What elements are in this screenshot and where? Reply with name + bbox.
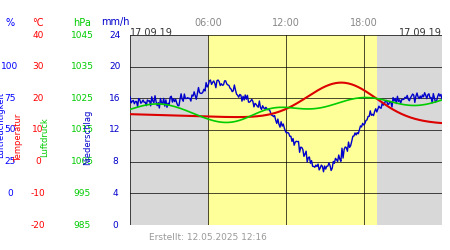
Text: 17.09.19: 17.09.19 — [130, 28, 173, 38]
Text: 1025: 1025 — [71, 94, 94, 103]
Text: 4: 4 — [112, 189, 118, 198]
Text: 0: 0 — [7, 189, 13, 198]
Text: 16: 16 — [109, 94, 121, 103]
Text: 12:00: 12:00 — [272, 18, 300, 28]
Text: hPa: hPa — [73, 18, 91, 28]
Text: 06:00: 06:00 — [194, 18, 222, 28]
Bar — [208, 35, 377, 225]
Text: -10: -10 — [31, 189, 45, 198]
Text: 17.09.19: 17.09.19 — [399, 28, 442, 38]
Text: 0: 0 — [112, 220, 118, 230]
Text: 985: 985 — [73, 220, 90, 230]
Text: 100: 100 — [1, 62, 18, 71]
Text: 1005: 1005 — [71, 157, 94, 166]
Text: 30: 30 — [32, 62, 44, 71]
Text: 12: 12 — [109, 126, 121, 134]
Text: Niederschlag: Niederschlag — [83, 110, 92, 165]
Text: %: % — [5, 18, 14, 28]
Text: 1015: 1015 — [71, 126, 94, 134]
Text: 0: 0 — [35, 157, 41, 166]
Text: 40: 40 — [32, 30, 44, 40]
Text: 995: 995 — [73, 189, 90, 198]
Text: 1035: 1035 — [71, 62, 94, 71]
Text: °C: °C — [32, 18, 44, 28]
Text: Erstellt: 12.05.2025 12:16: Erstellt: 12.05.2025 12:16 — [149, 233, 267, 242]
Text: 20: 20 — [32, 94, 44, 103]
Text: Luftfeuchtigkeit: Luftfeuchtigkeit — [0, 92, 5, 158]
Text: 10: 10 — [32, 126, 44, 134]
Text: 8: 8 — [112, 157, 118, 166]
Text: -20: -20 — [31, 220, 45, 230]
Text: Temperatur: Temperatur — [14, 113, 23, 162]
Text: mm/h: mm/h — [101, 18, 129, 28]
Text: 1045: 1045 — [71, 30, 94, 40]
Text: 18:00: 18:00 — [350, 18, 378, 28]
Text: Luftdruck: Luftdruck — [40, 118, 50, 158]
Text: 50: 50 — [4, 126, 16, 134]
Text: 25: 25 — [4, 157, 16, 166]
Text: 24: 24 — [109, 30, 121, 40]
Text: 20: 20 — [109, 62, 121, 71]
Text: 75: 75 — [4, 94, 16, 103]
